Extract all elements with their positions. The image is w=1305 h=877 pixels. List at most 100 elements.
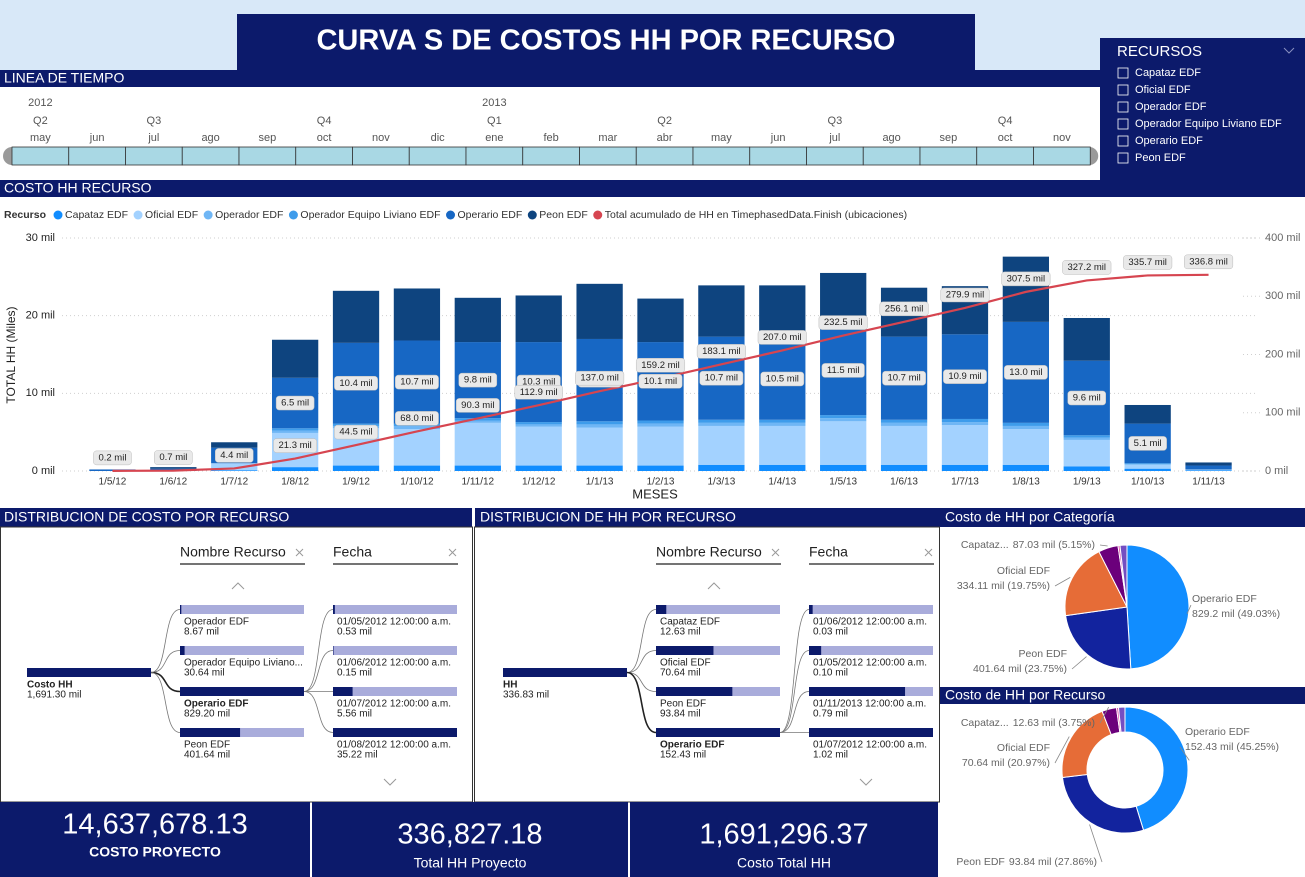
line-value-label-bg: [696, 344, 746, 359]
node-bar[interactable]: [656, 605, 667, 614]
slicer-item[interactable]: Operario EDF: [1135, 135, 1203, 147]
node-bar[interactable]: [333, 646, 334, 655]
node-track[interactable]: [180, 728, 304, 737]
field-header[interactable]: Fecha: [809, 544, 848, 560]
node-track[interactable]: [809, 646, 933, 655]
timeline-cell[interactable]: [692, 146, 751, 166]
timeline-cell[interactable]: [976, 146, 1034, 166]
legend-label[interactable]: Peon EDF: [539, 209, 587, 221]
scroll-down[interactable]: [383, 778, 397, 786]
slicer-item[interactable]: Operador Equipo Liviano EDF: [1135, 118, 1282, 130]
timeline-cell[interactable]: [68, 146, 126, 166]
node-track[interactable]: [656, 605, 780, 614]
node-bar[interactable]: [180, 605, 182, 614]
slice[interactable]: [1119, 544, 1128, 608]
timeline-cell[interactable]: [806, 146, 864, 166]
node-track[interactable]: [333, 605, 457, 614]
timeline-month: oct: [317, 132, 332, 144]
node-value: 70.64 mil: [660, 668, 701, 679]
slice[interactable]: [1126, 544, 1190, 670]
checkbox[interactable]: [1117, 101, 1129, 113]
legend-swatch[interactable]: [133, 210, 143, 220]
field-header[interactable]: Nombre Recurso: [656, 544, 762, 560]
node-track[interactable]: [656, 646, 780, 655]
legend-label[interactable]: Total acumulado de HH en TimephasedData.…: [605, 209, 907, 221]
timeline-cell[interactable]: [295, 146, 353, 166]
timeline-cell[interactable]: [1033, 146, 1091, 166]
node-bar[interactable]: [809, 605, 813, 614]
node-track[interactable]: [333, 646, 457, 655]
timeline-month: nov: [1053, 132, 1071, 144]
timeline-cell[interactable]: [408, 146, 467, 166]
node-bar[interactable]: [809, 646, 822, 655]
node-bar[interactable]: [656, 646, 714, 655]
checkbox[interactable]: [1117, 135, 1129, 147]
field-close[interactable]: [924, 548, 933, 557]
node-track[interactable]: [333, 687, 457, 696]
timeline-cell[interactable]: [862, 146, 921, 166]
timeline-cell[interactable]: [749, 146, 807, 166]
node-bar[interactable]: [333, 687, 353, 696]
scroll-down[interactable]: [859, 778, 873, 786]
node-bar[interactable]: [180, 646, 185, 655]
legend-label[interactable]: Operador Equipo Liviano EDF: [300, 209, 440, 221]
node-track[interactable]: [809, 605, 933, 614]
node-bar[interactable]: [180, 687, 304, 696]
bar-segment: [941, 464, 989, 471]
checkbox[interactable]: [1117, 67, 1129, 79]
timeline-cell[interactable]: [181, 146, 240, 166]
slice[interactable]: [1117, 706, 1126, 733]
node-bar[interactable]: [656, 728, 780, 737]
node-bar[interactable]: [809, 687, 906, 696]
legend-swatch[interactable]: [53, 210, 63, 220]
node-value: 401.64 mil: [184, 750, 230, 761]
timeline-cell[interactable]: [238, 146, 297, 166]
slice[interactable]: [1064, 551, 1128, 617]
scroll-up[interactable]: [231, 582, 245, 590]
legend-label[interactable]: Oficial EDF: [145, 209, 198, 221]
legend-swatch[interactable]: [593, 210, 603, 220]
slice[interactable]: [1065, 606, 1132, 670]
node-bar[interactable]: [333, 605, 335, 614]
slicer-chevron[interactable]: [1283, 47, 1295, 54]
node-name: Peon EDF: [660, 699, 706, 710]
slicer-item[interactable]: Operador EDF: [1135, 101, 1207, 113]
field-close[interactable]: [448, 548, 457, 557]
checkbox[interactable]: [1117, 152, 1129, 164]
node-track[interactable]: [180, 646, 304, 655]
slicer-item[interactable]: Oficial EDF: [1135, 84, 1191, 96]
node-bar[interactable]: [656, 687, 733, 696]
legend-swatch[interactable]: [203, 210, 213, 220]
timeline-cell[interactable]: [579, 146, 637, 166]
node-bar[interactable]: [809, 728, 933, 737]
legend-swatch[interactable]: [446, 210, 456, 220]
legend-label[interactable]: Operador EDF: [215, 209, 283, 221]
legend-swatch[interactable]: [527, 210, 537, 220]
line-value-label-bg: [395, 411, 439, 426]
field-header[interactable]: Nombre Recurso: [180, 544, 286, 560]
field-close[interactable]: [295, 548, 304, 557]
timeline-cell[interactable]: [635, 146, 694, 166]
field-header[interactable]: Fecha: [333, 544, 372, 560]
legend-label[interactable]: Operario EDF: [458, 209, 523, 221]
node-track[interactable]: [180, 605, 304, 614]
timeline-cell[interactable]: [352, 146, 410, 166]
timeline-cell[interactable]: [11, 146, 70, 166]
checkbox[interactable]: [1117, 118, 1129, 130]
checkbox[interactable]: [1117, 84, 1129, 96]
legend-swatch[interactable]: [288, 210, 298, 220]
field-close[interactable]: [771, 548, 780, 557]
node-bar[interactable]: [180, 728, 241, 737]
timeline-cell[interactable]: [125, 146, 183, 166]
node-bar[interactable]: [333, 728, 457, 737]
timeline-cell[interactable]: [465, 146, 524, 166]
slice[interactable]: [1124, 706, 1189, 831]
node-value: 0.53 mil: [337, 627, 372, 638]
timeline-cell[interactable]: [919, 146, 978, 166]
timeline-cell[interactable]: [522, 146, 580, 166]
slicer-item[interactable]: Capataz EDF: [1135, 67, 1201, 79]
timeline-quarter: Q2: [657, 115, 672, 127]
legend-label[interactable]: Capataz EDF: [65, 209, 128, 221]
scroll-up[interactable]: [707, 582, 721, 590]
slicer-item[interactable]: Peon EDF: [1135, 152, 1186, 164]
